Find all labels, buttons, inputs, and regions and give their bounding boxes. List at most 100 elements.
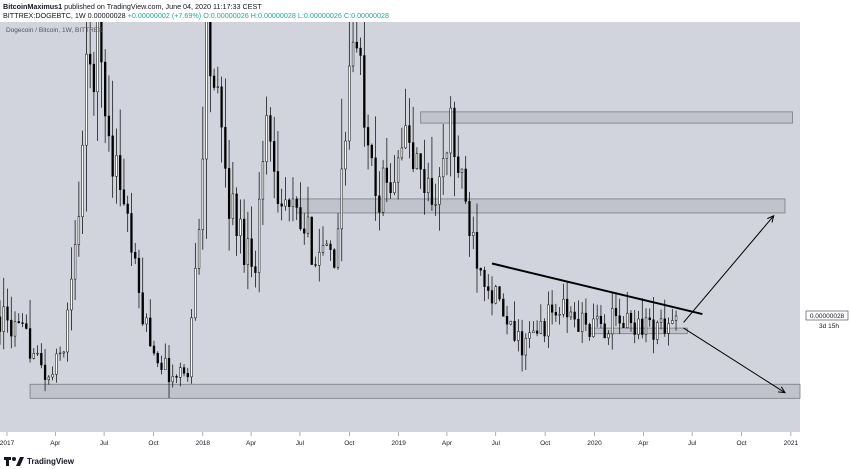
author-name[interactable]: BitcoinMaximus1 [3,2,63,11]
candle-bull [265,115,268,162]
candle-bull [261,161,265,200]
candle-bull [637,318,640,335]
candle-bull [194,268,197,319]
time-tick-label-12: 2020 [587,440,602,447]
candle-bear [269,115,272,142]
candle-bear [573,311,576,320]
candle-bear [160,362,163,370]
candle-bear [92,63,96,93]
support-zone-low[interactable] [29,383,801,399]
candle-bull [340,168,343,230]
candle-bear [310,216,313,265]
candle-bear [588,324,591,337]
price-chart[interactable]: Dogecoin / Bitcoin, 1W, BITTREX 0.000000… [0,22,850,454]
candle-bear [17,321,20,323]
tradingview-brand[interactable]: TradingView [27,457,74,466]
candle-bear [520,331,524,356]
time-ticks: 2017 Apr Jul Oct 2018 Apr Jul Oct 2019 Apr Jul Oct 2… [0,432,798,447]
candle-bear [543,321,546,337]
candle-bear [273,141,276,172]
time-tick-label-16: 2021 [784,440,799,447]
candle-bull [592,318,595,337]
candle-bull [674,315,678,321]
candle-bull [415,153,419,170]
candle-bear [182,367,186,374]
plot-background [0,22,800,432]
candle-bear [314,264,317,266]
time-tick-label-10: Jul [492,440,501,447]
price-axis[interactable] [800,22,850,454]
candle-bull [246,238,250,265]
candle-bear [295,198,298,208]
candle-bear [599,315,603,324]
candle-bear [505,316,509,325]
candle-bear [475,232,479,269]
candle-bear [614,308,618,317]
candle-bear [622,323,625,328]
time-tick-label-1: Apr [50,440,61,447]
candle-bear [10,319,13,337]
bearish-arrow[interactable] [683,327,786,394]
bullish-arrow-head [767,214,775,223]
candle-bull [32,353,35,359]
candle-bull [539,321,542,334]
time-tick-label-2: Jul [100,440,109,447]
candle-bear [430,177,434,205]
time-axis[interactable] [0,432,800,454]
countdown-tag [818,321,840,330]
candle-bull [318,252,321,266]
candle-bull [667,323,670,334]
tradingview-logo-icon[interactable] [4,456,26,467]
candle-bull [528,332,531,339]
candle-bull [656,322,659,340]
candle-bull [85,53,88,146]
descending-trendline[interactable] [491,262,703,316]
candle-bull [400,147,404,159]
candle-bear [603,323,606,339]
candle-bear [122,189,126,205]
candle-bear [126,203,129,214]
candle-bear [389,182,392,194]
chart-legend: Dogecoin / Bitcoin, 1W, BITTREX [6,27,103,34]
candle-bull [115,155,118,177]
candle-bear [149,317,152,347]
candle-bear [618,315,621,324]
candle-bear [648,317,651,321]
candle-bear [378,195,381,213]
candle-bear [355,41,358,49]
candle-bear [554,312,558,316]
candle-bull [472,232,475,237]
candle-bear [220,86,223,128]
candle-bull [562,298,565,315]
symbol-label: BITTREX:DOGEBTC, 1W [3,11,86,20]
candle-bear [130,213,133,253]
bullish-arrow[interactable] [683,215,775,323]
current-price-tag [805,310,849,321]
candle-bull [434,204,437,206]
candle-bear [565,298,569,318]
candle-bull [190,317,193,378]
time-tick-label-0: 2017 [0,440,15,447]
candle-bear [152,345,156,354]
candle-bear [111,135,114,177]
candle-bear [374,157,377,197]
candle-bull [96,22,99,93]
candle-bear [104,61,107,117]
candle-bull [524,337,527,356]
ohlc-last: 0.00000028 [87,11,126,20]
candle-bull [596,315,599,320]
resistance-zone-high[interactable] [420,111,793,124]
candle-bull [205,22,208,160]
candle-bear [453,107,456,158]
candle-bull [145,317,148,325]
time-tick-label-11: Oct [540,440,550,447]
resistance-zone-mid[interactable] [296,198,786,214]
candle-bull [306,216,310,234]
time-tick-label-3: Oct [148,440,158,447]
candle-bear [276,171,280,205]
candle-bull [351,41,355,67]
candle-bear [408,125,411,143]
candle-bear [457,156,460,173]
candle-bear [186,373,189,378]
candle-bear [134,252,137,259]
